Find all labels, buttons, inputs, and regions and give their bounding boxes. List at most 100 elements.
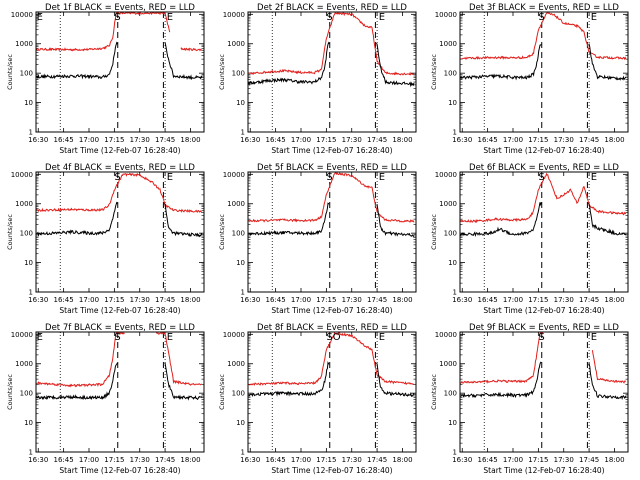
x-axis-label: Start Time (12-Feb-07 16:28:40) — [271, 306, 392, 315]
x-tick-label: 17:30 — [130, 136, 150, 144]
phase-annotation: S — [538, 172, 544, 183]
y-axis-label: Counts/sec — [430, 54, 438, 90]
phase-annotation: S — [114, 172, 120, 183]
x-axis-label: Start Time (12-Feb-07 16:28:40) — [271, 146, 392, 155]
x-tick-label: 17:15 — [316, 136, 336, 144]
lld-series-line — [248, 171, 415, 223]
phase-annotation: E — [591, 172, 597, 183]
x-tick-label: 17:00 — [503, 136, 523, 144]
plot-frame — [459, 331, 629, 453]
y-tick-label: 10 — [24, 259, 33, 267]
x-tick-label: 17:00 — [79, 456, 99, 464]
phase-annotation: S — [114, 12, 120, 23]
x-tick-label: 17:45 — [155, 456, 175, 464]
x-tick-label: 18:00 — [604, 136, 624, 144]
x-tick-label: 18:00 — [604, 296, 624, 304]
panel-title: Det 9f BLACK = Events, RED = LLD — [469, 323, 619, 333]
phase-annotation: S — [538, 12, 544, 23]
phase-annotation: S — [326, 172, 332, 183]
y-tick-label: 1 — [453, 129, 457, 137]
lld-series-line — [460, 332, 627, 384]
x-tick-label: 17:45 — [155, 296, 175, 304]
x-tick-label: 17:00 — [503, 296, 523, 304]
y-tick-label: 10 — [448, 419, 457, 427]
x-tick-label: 17:15 — [528, 136, 548, 144]
y-tick-label: 10000 — [223, 11, 245, 19]
y-tick-label: 100 — [232, 230, 245, 238]
phase-annotation: E — [167, 12, 173, 23]
y-axis-label: Counts/sec — [218, 374, 226, 410]
x-tick-label: 17:30 — [554, 296, 574, 304]
x-tick-label: 18:00 — [180, 456, 200, 464]
y-tick-label: 1 — [453, 449, 457, 457]
x-tick-label: 17:15 — [104, 296, 124, 304]
plot-frame — [35, 171, 205, 293]
x-tick-label: 17:00 — [79, 136, 99, 144]
y-axis-label: Counts/sec — [218, 54, 226, 90]
y-tick-label: 1 — [453, 289, 457, 297]
x-tick-label: 18:00 — [180, 136, 200, 144]
x-tick-label: 17:45 — [155, 136, 175, 144]
x-tick-label: 16:30 — [452, 456, 472, 464]
lld-series-line — [460, 12, 627, 61]
y-tick-label: 10 — [24, 99, 33, 107]
x-tick-label: 17:00 — [291, 456, 311, 464]
plot-frame — [247, 11, 417, 133]
y-tick-label: 10000 — [223, 171, 245, 179]
events-series-line — [248, 41, 415, 88]
detector-panel-8: Det 8f BLACK = Events, RED = LLD Counts/s… — [218, 323, 417, 475]
y-tick-label: 100 — [444, 230, 457, 238]
x-tick-label: 16:30 — [28, 456, 48, 464]
y-tick-label: 100 — [444, 390, 457, 398]
y-tick-label: 1000 — [439, 360, 457, 368]
lld-series-line — [36, 172, 203, 213]
events-series-line — [460, 361, 627, 401]
detector-panel-3: Det 3f BLACK = Events, RED = LLD Counts/s… — [430, 3, 629, 155]
y-tick-label: 1000 — [15, 360, 33, 368]
x-tick-label: 17:15 — [104, 456, 124, 464]
x-tick-label: 17:00 — [291, 136, 311, 144]
y-tick-label: 100 — [232, 70, 245, 78]
phase-annotation: S — [326, 12, 332, 23]
phase-annotation: S — [538, 332, 544, 343]
lld-series-line — [248, 11, 415, 76]
x-tick-label: 18:00 — [180, 296, 200, 304]
x-tick-label: 16:30 — [452, 296, 472, 304]
x-tick-label: 17:30 — [342, 136, 362, 144]
x-tick-label: 17:15 — [104, 136, 124, 144]
panel-title: Det 5f BLACK = Events, RED = LLD — [257, 163, 407, 173]
y-tick-label: 10 — [236, 99, 245, 107]
x-tick-label: 16:30 — [240, 296, 260, 304]
phase-annotation: E — [591, 332, 597, 343]
phase-annotation: E — [591, 12, 597, 23]
y-tick-label: 10000 — [435, 11, 457, 19]
y-tick-label: 10000 — [11, 11, 33, 19]
events-series-line — [460, 202, 627, 237]
x-tick-label: 16:30 — [240, 456, 260, 464]
x-tick-label: 16:45 — [266, 296, 286, 304]
detector-panel-5: Det 5f BLACK = Events, RED = LLD Counts/s… — [218, 163, 417, 315]
panel-title: Det 8f BLACK = Events, RED = LLD — [257, 323, 407, 333]
phase-annotation: E — [37, 12, 43, 23]
y-tick-label: 100 — [20, 390, 33, 398]
y-tick-label: 1 — [29, 289, 33, 297]
x-tick-label: 16:45 — [478, 136, 498, 144]
phase-annotation: E — [37, 332, 43, 343]
y-tick-label: 10 — [236, 419, 245, 427]
y-axis-label: Counts/sec — [430, 374, 438, 410]
x-tick-label: 16:45 — [478, 456, 498, 464]
x-tick-label: 16:30 — [28, 296, 48, 304]
detector-panel-4: Det 4f BLACK = Events, RED = LLD Counts/s… — [6, 163, 205, 315]
x-tick-label: 16:45 — [54, 456, 74, 464]
x-tick-label: 17:15 — [316, 296, 336, 304]
panel-title: Det 1f BLACK = Events, RED = LLD — [45, 3, 195, 13]
phase-annotation: E — [379, 172, 385, 183]
y-tick-label: 10000 — [11, 331, 33, 339]
y-axis-label: Counts/sec — [6, 214, 14, 250]
y-tick-label: 1 — [241, 289, 245, 297]
x-tick-label: 17:30 — [130, 296, 150, 304]
detector-panel-1: Det 1f BLACK = Events, RED = LLD Counts/s… — [6, 3, 205, 155]
events-series-line — [36, 201, 203, 238]
y-tick-label: 10000 — [223, 331, 245, 339]
